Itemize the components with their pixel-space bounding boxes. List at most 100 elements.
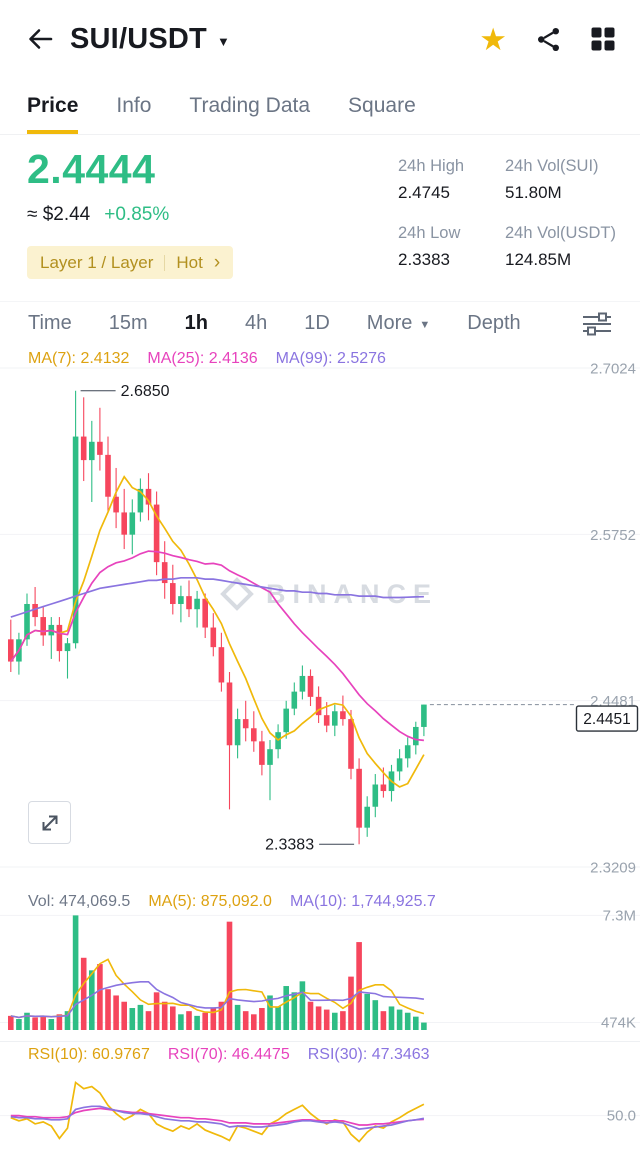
svg-text:2.3383: 2.3383	[265, 836, 314, 853]
tag-left-label: Layer 1 / Layer	[40, 252, 154, 272]
depth-button[interactable]: Depth	[467, 312, 521, 334]
volume-axis-labels: 7.3M 474K	[601, 907, 636, 1031]
symbol-selector[interactable]: SUI/USDT ▼	[70, 23, 230, 56]
favorite-star-icon[interactable]: ★	[479, 21, 507, 57]
last-price-tag: 2.4451	[575, 705, 639, 732]
volume-legend: Vol: 474,069.5 MA(5): 875,092.0 MA(10): 1,…	[28, 893, 436, 911]
rsi70-line	[10, 1107, 424, 1126]
tab-square[interactable]: Square	[348, 78, 416, 134]
header: SUI/USDT ▼ ★	[0, 0, 640, 78]
price-gridlines	[0, 367, 640, 868]
caret-down-icon: ▼	[216, 33, 230, 49]
caret-down-icon: ▼	[419, 318, 431, 331]
fiat-price: ≈ $2.44	[27, 204, 91, 225]
low-annotation: 2.3383	[265, 836, 355, 853]
timeframe-toolbar: Time 15m 1h 4h 1D More ▼ Depth	[0, 301, 640, 345]
rsi-divider	[0, 1041, 640, 1042]
ma7-line	[10, 475, 425, 788]
volume-bars	[8, 915, 427, 1030]
tab-label: Square	[348, 94, 416, 117]
stat-value: 2.3383	[398, 250, 450, 269]
stat-label: 24h Low	[398, 224, 461, 242]
grid-icon	[591, 27, 615, 51]
more-label: More	[366, 312, 413, 334]
ma99-line	[10, 576, 424, 618]
stat-24h-low: 24h Low 2.3383	[398, 224, 497, 270]
stat-value: 124.85M	[505, 250, 572, 269]
binance-watermark: BINANCE	[220, 577, 438, 611]
expand-chart-button[interactable]	[28, 801, 71, 844]
rsi-chart[interactable]: 50.0	[0, 1068, 640, 1155]
svg-text:2.4451: 2.4451	[583, 711, 630, 728]
category-tag[interactable]: Layer 1 / Layer Hot ›	[27, 246, 234, 279]
stat-24h-high: 24h High 2.4745	[398, 157, 497, 203]
rsi-legend: RSI(10): 60.9767 RSI(70): 46.4475 RSI(30):…	[28, 1046, 430, 1064]
legend-item: RSI(10): 60.9767	[28, 1046, 150, 1063]
legend-item: RSI(30): 47.3463	[307, 1046, 430, 1063]
svg-text:474K: 474K	[601, 1015, 636, 1032]
tab-label: Trading Data	[189, 94, 311, 117]
price-ma-legend: MA(7): 2.4132 MA(25): 2.4136 MA(99): 2.527…	[28, 350, 386, 368]
volume-ma10-line	[10, 981, 425, 1019]
share-icon	[538, 27, 559, 51]
legend-item: MA(99): 2.5276	[275, 350, 386, 367]
chart-settings-icon	[583, 312, 611, 335]
main-tabs: Price Info Trading Data Square	[0, 78, 640, 135]
stats-grid: 24h High 2.4745 24h Vol(SUI) 51.80M 24h …	[398, 157, 640, 270]
tab-price[interactable]: Price	[27, 78, 79, 134]
share-button[interactable]	[535, 26, 562, 53]
last-price: 2.4444	[27, 146, 156, 192]
svg-text:2.7024: 2.7024	[590, 361, 636, 378]
high-annotation: 2.6850	[80, 383, 170, 400]
more-timeframes-button[interactable]: More ▼	[367, 312, 430, 335]
svg-text:2.6850: 2.6850	[121, 383, 170, 400]
volume-chart[interactable]: 7.3M 474K	[0, 890, 640, 1038]
binance-logo-icon	[220, 577, 254, 611]
watermark-text: BINANCE	[266, 578, 439, 609]
stat-value: 51.80M	[505, 183, 562, 202]
rsi10-line	[10, 1080, 425, 1143]
timeframe-4h[interactable]: 4h	[244, 312, 268, 334]
rsi-axis-label: 50.0	[607, 1108, 636, 1125]
apps-grid-button[interactable]	[590, 26, 616, 52]
svg-text:2.5752: 2.5752	[590, 527, 636, 544]
ma25-line	[10, 550, 424, 742]
legend-item: MA(25): 2.4136	[147, 350, 258, 367]
chart-settings-button[interactable]	[582, 312, 612, 336]
timeframe-1d[interactable]: 1D	[304, 312, 330, 334]
stat-label: 24h High	[398, 157, 465, 175]
legend-item: Vol: 474,069.5	[28, 893, 131, 910]
page-title: SUI/USDT	[70, 22, 207, 55]
back-arrow-icon	[29, 29, 53, 49]
price-change-percent: +0.85%	[104, 204, 170, 225]
legend-item: MA(5): 875,092.0	[148, 893, 272, 910]
rsi30-line	[10, 1105, 425, 1130]
timeframe-15m[interactable]: 15m	[108, 312, 148, 334]
price-chart[interactable]: 2.70242.57522.44812.32092.68502.33832.44…	[0, 345, 640, 890]
tag-divider	[164, 254, 166, 271]
back-button[interactable]	[24, 23, 56, 55]
expand-icon	[42, 815, 57, 830]
stat-24h-vol-sui: 24h Vol(SUI) 51.80M	[505, 157, 640, 203]
timeframe-time[interactable]: Time	[28, 312, 72, 334]
tab-label: Price	[27, 94, 79, 117]
timeframe-1h[interactable]: 1h	[184, 312, 208, 334]
tab-info[interactable]: Info	[116, 78, 151, 134]
tag-hot-label: Hot	[176, 252, 203, 272]
stat-label: 24h Vol(USDT)	[505, 224, 616, 242]
stat-value: 2.4745	[398, 183, 450, 202]
svg-text:50.0: 50.0	[607, 1108, 636, 1125]
legend-item: MA(10): 1,744,925.7	[289, 893, 436, 910]
tab-trading-data[interactable]: Trading Data	[189, 78, 310, 134]
svg-text:2.3209: 2.3209	[590, 860, 636, 877]
legend-item: MA(7): 2.4132	[28, 350, 130, 367]
volume-ma5-line	[10, 958, 425, 1019]
candles	[8, 390, 427, 845]
svg-text:7.3M: 7.3M	[603, 907, 636, 924]
chevron-right-icon: ›	[213, 252, 221, 273]
stat-24h-vol-usdt: 24h Vol(USDT) 124.85M	[505, 224, 640, 270]
legend-item: RSI(70): 46.4475	[167, 1046, 290, 1063]
stat-label: 24h Vol(SUI)	[505, 157, 599, 175]
